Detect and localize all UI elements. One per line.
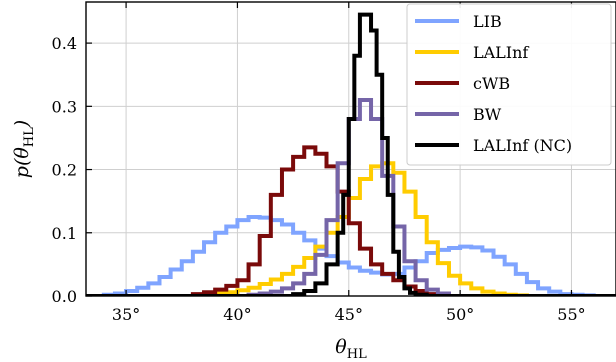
y-tick-label: 0.0 [52,287,77,306]
series-lalinf-nc-histogram [86,12,616,296]
legend-label: LIB [473,12,502,31]
x-tick-label: 55° [557,305,585,324]
y-tick-label: 0.4 [52,34,77,53]
y-tick-label: 0.1 [52,224,77,243]
series-lalinf-histogram [86,161,616,296]
series-lib-histogram [86,214,616,296]
x-tick-label: 35° [112,305,140,324]
x-tick-label: 40° [223,305,251,324]
legend-label: LALInf [473,43,529,62]
x-axis-label: θHL [335,336,367,362]
x-tick-label: 45° [335,305,363,324]
legend-box [406,3,612,166]
legend: LIB LALInf cWB BW LALInf (NC) [406,3,612,166]
axis-ticks: 35° 40° 45° 50° 55° 0.0 0.1 0.2 0.3 0.4 [52,2,586,324]
x-tick-label: 50° [446,305,474,324]
y-tick-label: 0.2 [52,161,77,180]
series-layer [86,12,616,296]
y-tick-label: 0.3 [52,97,77,116]
y-axis-label: p(θHL) [11,120,37,178]
legend-label: LALInf (NC) [473,136,572,155]
legend-label: BW [473,105,502,124]
plot-frame [85,1,616,297]
legend-label: cWB [473,74,510,93]
